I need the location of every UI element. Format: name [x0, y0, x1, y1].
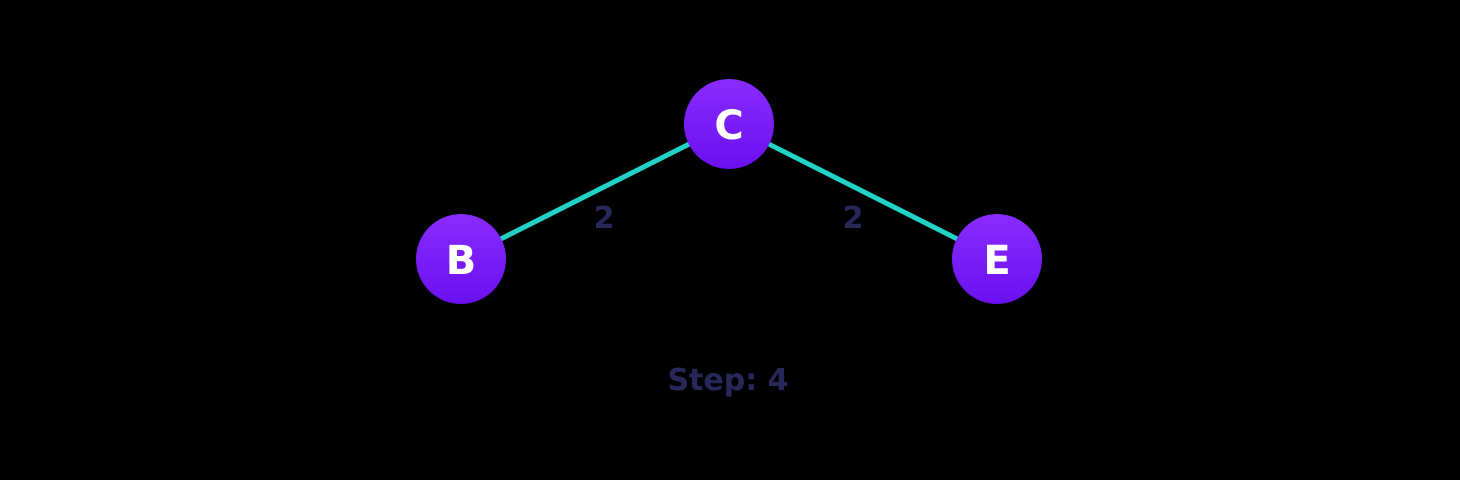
node-b: B [416, 214, 506, 304]
edge-weight-c-e: 2 [843, 201, 864, 236]
node-e-label: E [983, 238, 1010, 284]
edge-c-e [729, 124, 997, 259]
step-label: Step: 4 [667, 363, 788, 398]
node-c: C [684, 79, 774, 169]
edge-weight-c-b: 2 [594, 201, 615, 236]
edge-c-b [461, 124, 729, 259]
node-b-label: B [446, 238, 477, 284]
node-c-label: C [714, 103, 743, 149]
node-e: E [952, 214, 1042, 304]
